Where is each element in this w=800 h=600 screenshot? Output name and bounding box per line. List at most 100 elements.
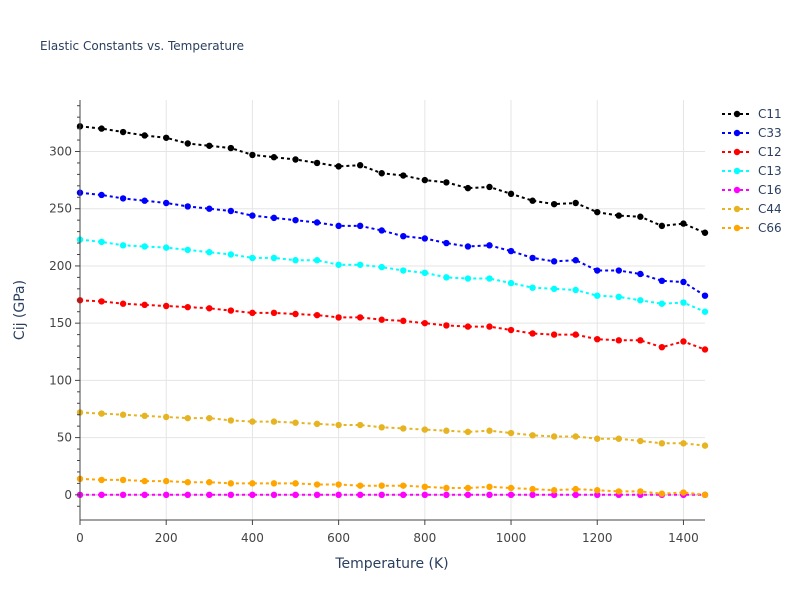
legend-swatch-marker <box>733 186 741 194</box>
data-point-c44 <box>163 413 170 421</box>
data-point-c12 <box>572 331 579 338</box>
legend-item-c12[interactable]: C12 <box>722 145 782 159</box>
series-line-c66 <box>79 477 706 496</box>
legend-swatch-marker <box>733 167 741 175</box>
data-point-c11 <box>550 200 558 208</box>
data-point-c44 <box>206 414 213 422</box>
data-point-c44 <box>572 433 579 440</box>
data-point-c13 <box>615 293 622 301</box>
data-point-c12 <box>637 337 644 344</box>
data-point-c13 <box>227 251 235 258</box>
legend[interactable]: C11 C33 C12 C13 C16 C44 C66 <box>722 107 782 235</box>
legend-label: C11 <box>758 107 782 121</box>
data-point-c33 <box>680 278 687 286</box>
legend-label: C33 <box>758 126 782 140</box>
data-point-c33 <box>507 247 515 255</box>
data-point-c16 <box>421 491 429 499</box>
data-point-c16 <box>464 491 472 499</box>
data-point-c33 <box>270 214 278 222</box>
data-point-c44 <box>141 412 148 420</box>
data-point-c66 <box>163 477 170 485</box>
data-point-c44 <box>658 440 666 447</box>
data-point-c11 <box>701 229 709 236</box>
legend-item-c11[interactable]: C11 <box>722 107 782 121</box>
data-point-c12 <box>98 298 105 305</box>
data-point-c33 <box>615 267 622 274</box>
legend-swatch-marker <box>733 148 741 156</box>
data-point-c44 <box>486 427 493 434</box>
data-point-c66 <box>658 490 666 497</box>
data-point-c11 <box>680 220 687 227</box>
data-point-c13 <box>507 279 515 287</box>
data-point-c44 <box>119 411 127 418</box>
data-point-c44 <box>680 440 687 447</box>
data-point-c13 <box>680 299 687 306</box>
data-point-c12 <box>443 322 450 329</box>
series-c16 <box>76 491 709 499</box>
axes: 0 200 400 600 800 1000 1200 1400 0 50 100 150 200 250… <box>49 100 705 545</box>
y-axis-title: Cij (GPa) <box>12 280 28 340</box>
legend-item-c16[interactable]: C16 <box>722 183 782 197</box>
data-point-c11 <box>356 162 364 169</box>
series-line-c12 <box>79 299 706 351</box>
data-point-c66 <box>206 479 213 486</box>
data-point-c66 <box>443 484 450 492</box>
data-point-c16 <box>335 491 342 499</box>
x-tick-label: 1000 <box>496 531 527 545</box>
data-point-c12 <box>507 326 515 334</box>
data-point-c33 <box>400 232 407 240</box>
data-point-c66 <box>292 480 299 487</box>
legend-item-c44[interactable]: C44 <box>722 202 782 216</box>
data-point-c33 <box>356 222 364 230</box>
data-point-c44 <box>464 428 472 436</box>
data-point-c44 <box>701 442 709 449</box>
legend-label: C13 <box>758 164 782 178</box>
data-point-c33 <box>313 219 321 226</box>
x-axis-title: Temperature (K) <box>334 556 448 572</box>
data-point-c66 <box>119 476 127 484</box>
legend-label: C12 <box>758 145 782 159</box>
data-point-c66 <box>421 483 429 491</box>
data-point-c33 <box>529 254 536 262</box>
data-point-c44 <box>184 414 191 422</box>
series-line-c11 <box>79 125 706 234</box>
data-point-c11 <box>658 222 666 230</box>
data-point-c16 <box>486 491 493 499</box>
data-point-c33 <box>119 195 127 202</box>
data-point-c44 <box>594 435 601 442</box>
data-point-c12 <box>680 338 687 345</box>
data-point-c44 <box>292 419 299 426</box>
data-point-c16 <box>550 491 558 499</box>
data-point-c44 <box>356 421 364 429</box>
legend-label: C66 <box>758 221 782 235</box>
data-point-c33 <box>572 257 579 264</box>
legend-item-c33[interactable]: C33 <box>722 126 782 140</box>
data-point-c44 <box>227 417 235 424</box>
data-point-c13 <box>335 261 342 268</box>
data-point-c11 <box>615 212 622 219</box>
series-c12 <box>76 297 709 353</box>
data-point-c13 <box>184 246 191 254</box>
data-point-c44 <box>507 429 515 437</box>
data-point-c16 <box>184 491 191 499</box>
data-point-c33 <box>421 235 429 242</box>
data-point-c12 <box>464 323 472 330</box>
data-point-c13 <box>486 275 493 282</box>
data-point-c11 <box>270 154 278 161</box>
data-point-c66 <box>98 476 105 484</box>
data-point-c13 <box>292 257 299 264</box>
data-point-c12 <box>356 314 364 321</box>
legend-item-c13[interactable]: C13 <box>722 164 782 178</box>
data-point-c33 <box>227 207 235 215</box>
legend-item-c66[interactable]: C66 <box>722 221 782 235</box>
data-point-c13 <box>141 243 148 250</box>
data-point-c16 <box>356 491 364 499</box>
y-tick-label: 100 <box>49 373 72 387</box>
series-c11 <box>76 123 709 236</box>
data-point-c66 <box>507 484 515 492</box>
data-point-c66 <box>486 483 493 491</box>
data-point-c11 <box>443 179 450 186</box>
y-tick-label: 50 <box>57 431 72 445</box>
data-point-c13 <box>249 254 256 262</box>
data-point-c16 <box>313 491 321 499</box>
